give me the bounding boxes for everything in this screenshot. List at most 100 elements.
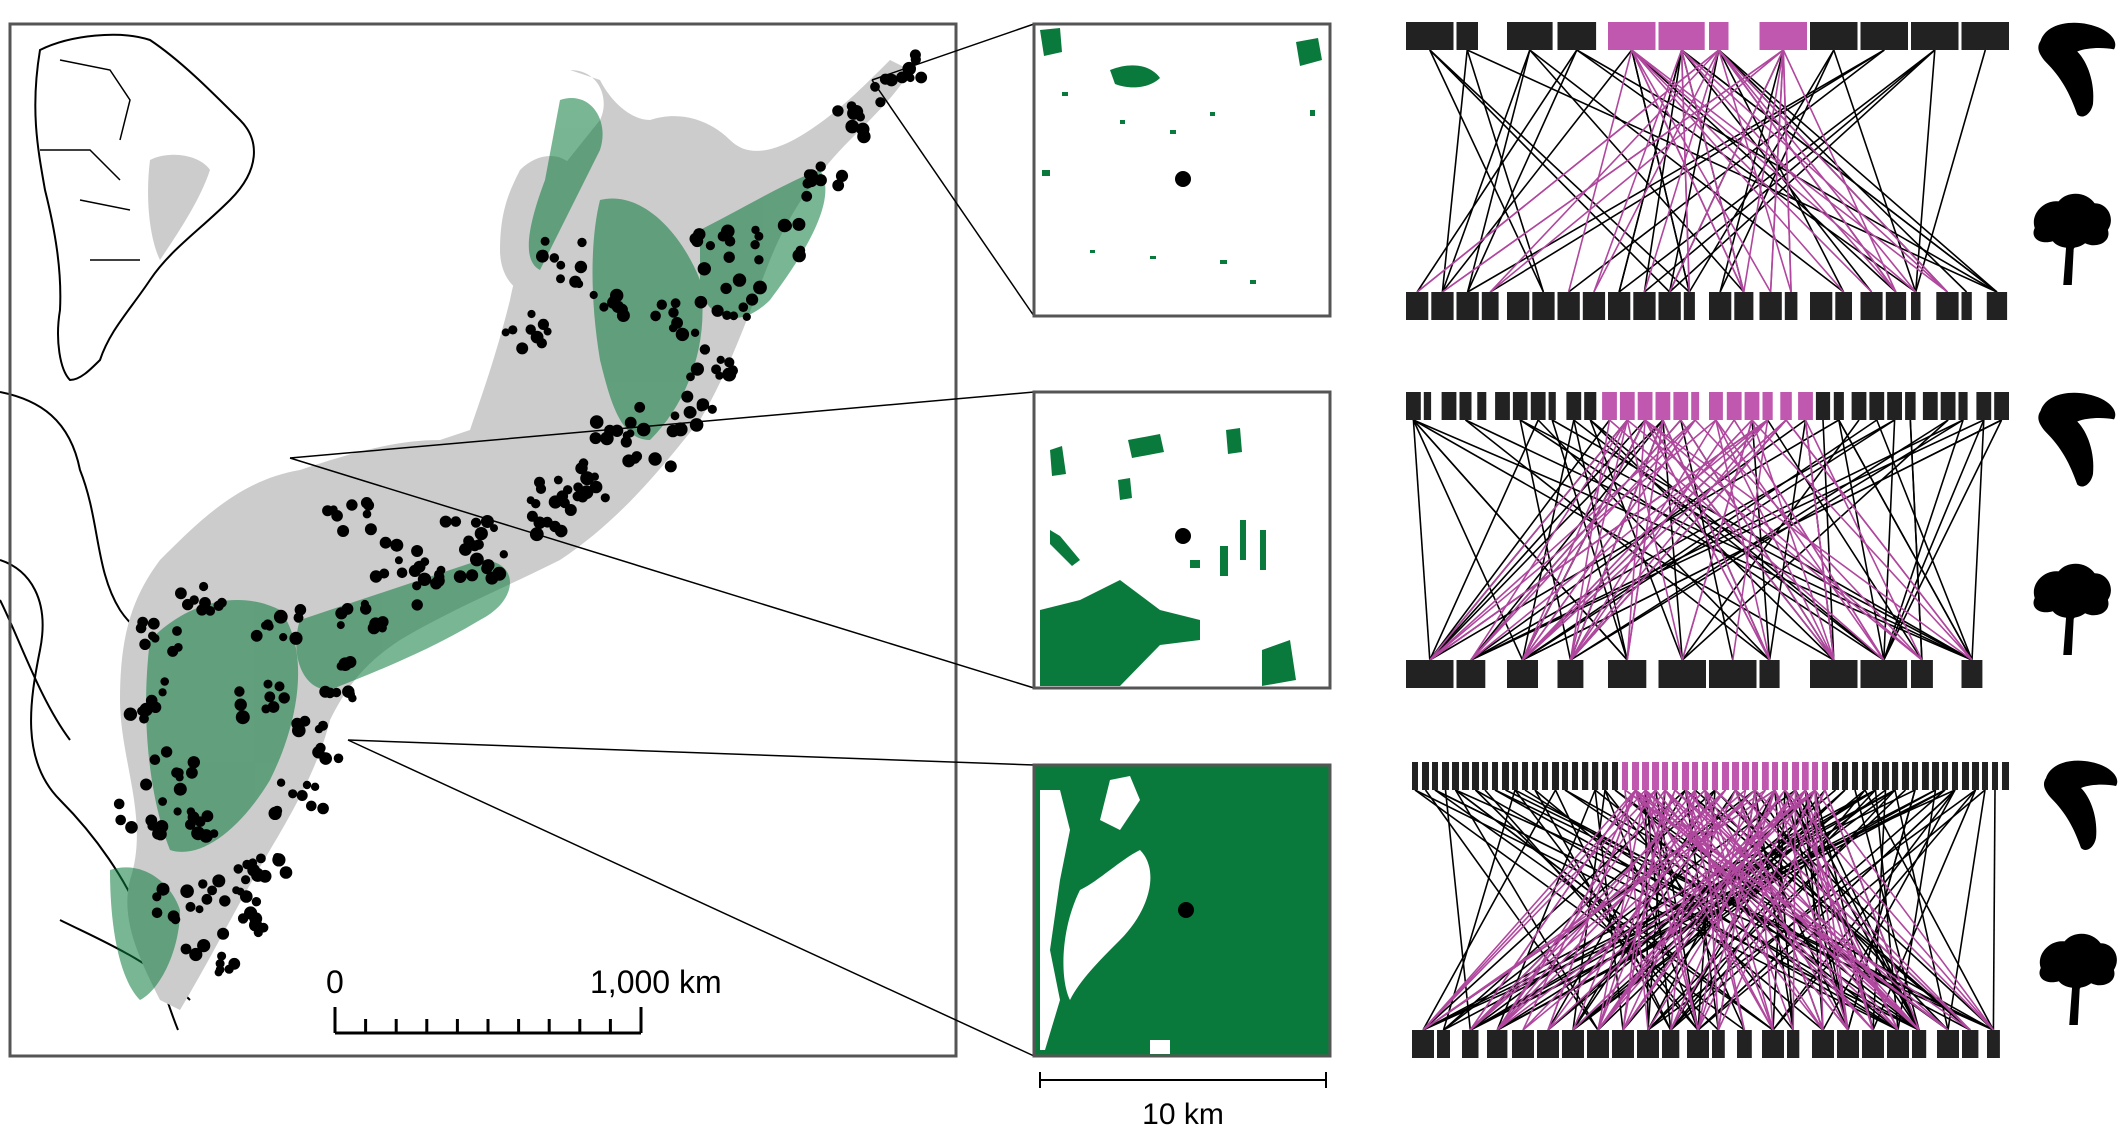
plant-node bbox=[1562, 1030, 1584, 1058]
occurrence-point bbox=[754, 255, 764, 265]
map-scale-end-label: 1,000 km bbox=[590, 964, 722, 1000]
network-link-highlight bbox=[1631, 49, 1948, 293]
occurrence-point bbox=[490, 524, 498, 533]
occurrence-point bbox=[180, 884, 194, 898]
network-link-highlight bbox=[1429, 419, 1769, 661]
animal-node bbox=[2002, 762, 2009, 790]
occurrence-point bbox=[699, 344, 711, 355]
animal-node-highlight bbox=[1691, 392, 1700, 420]
occurrence-point bbox=[369, 570, 383, 583]
occurrence-point bbox=[363, 499, 375, 511]
occurrence-point bbox=[600, 493, 610, 503]
occurrence-point bbox=[466, 569, 479, 582]
animal-node bbox=[1976, 392, 1992, 420]
occurrence-point bbox=[147, 617, 160, 630]
plant-node bbox=[1885, 292, 1907, 320]
animal-node bbox=[1512, 762, 1518, 790]
network-link-highlight bbox=[1715, 419, 1835, 661]
landscape-inset-1 bbox=[1032, 22, 1332, 318]
network-link-highlight bbox=[1717, 789, 1826, 1031]
occurrence-point bbox=[212, 874, 226, 888]
network-link bbox=[1422, 789, 1557, 1031]
network-link-highlight bbox=[1662, 419, 1771, 661]
network-link-highlight bbox=[1644, 789, 1699, 1031]
network-link bbox=[1876, 419, 1973, 661]
network-link bbox=[1455, 789, 1774, 1031]
occurrence-point bbox=[481, 562, 493, 575]
plant-node bbox=[1961, 660, 1983, 688]
occurrence-point bbox=[189, 947, 203, 962]
network-link-highlight bbox=[1684, 789, 1746, 1031]
occurrence-point bbox=[279, 866, 293, 879]
plant-node bbox=[1507, 292, 1530, 320]
animal-node-highlight bbox=[1709, 22, 1729, 50]
animal-node bbox=[1958, 392, 1968, 420]
plant-node bbox=[1812, 1030, 1834, 1058]
animal-node bbox=[1592, 762, 1599, 790]
network-link bbox=[1466, 49, 1578, 293]
occurrence-point bbox=[291, 717, 304, 730]
occurrence-point bbox=[364, 523, 377, 536]
occurrence-point bbox=[548, 495, 562, 509]
plant-node bbox=[1481, 292, 1499, 320]
occurrence-point bbox=[435, 572, 445, 582]
occurrence-point bbox=[668, 307, 679, 318]
network-link-highlight bbox=[1608, 419, 1885, 661]
occurrence-point bbox=[856, 122, 870, 136]
network-link-highlight bbox=[1684, 789, 1920, 1031]
network-link bbox=[1519, 419, 1885, 661]
network-link bbox=[1441, 49, 1468, 293]
animal-node bbox=[1495, 392, 1510, 420]
network-link-highlight bbox=[1717, 789, 1756, 1031]
network-link bbox=[1992, 789, 1996, 1031]
occurrence-point bbox=[172, 626, 182, 636]
occurrence-point bbox=[360, 603, 372, 615]
occurrence-point bbox=[814, 174, 827, 187]
network-link-highlight bbox=[1441, 49, 1784, 293]
plant-node bbox=[1512, 1030, 1534, 1058]
animal-node bbox=[1530, 392, 1546, 420]
animal-node-highlight bbox=[1762, 392, 1773, 420]
occurrence-point bbox=[815, 161, 826, 172]
occurrence-point bbox=[711, 304, 724, 317]
occurrence-point bbox=[690, 328, 700, 337]
animal-node-highlight bbox=[1798, 392, 1813, 420]
occurrence-point bbox=[589, 290, 598, 300]
occurrence-point bbox=[396, 567, 408, 579]
map-scale-bar: 0 1,000 km bbox=[326, 964, 722, 1035]
occurrence-point bbox=[182, 598, 194, 611]
occurrence-point bbox=[154, 828, 167, 841]
occurrence-point bbox=[276, 778, 286, 787]
occurrence-point bbox=[855, 112, 866, 122]
occurrence-point bbox=[670, 411, 680, 421]
occurrence-point bbox=[499, 550, 508, 559]
plant-node bbox=[1557, 660, 1584, 688]
occurrence-point bbox=[310, 782, 320, 791]
animal-node bbox=[1961, 22, 2009, 50]
animal-node-highlight bbox=[1632, 762, 1639, 790]
occurrence-point bbox=[616, 303, 628, 316]
occurrence-point bbox=[875, 97, 886, 108]
occurrence-point bbox=[379, 536, 392, 549]
occurrence-point bbox=[201, 810, 214, 823]
animal-node-highlight bbox=[1782, 762, 1788, 790]
network-link-highlight bbox=[1626, 419, 1646, 661]
toucan-icon bbox=[2038, 22, 2116, 117]
network-links bbox=[1416, 49, 1998, 293]
occurrence-point bbox=[294, 604, 307, 616]
plant-node bbox=[1911, 660, 1933, 688]
animal-node bbox=[1552, 762, 1559, 790]
occurrence-point bbox=[158, 688, 167, 697]
occurrence-point bbox=[264, 691, 276, 703]
occurrence-point bbox=[234, 698, 247, 711]
occurrence-point bbox=[152, 892, 162, 902]
occurrence-point bbox=[885, 73, 898, 87]
animal-node bbox=[1612, 762, 1618, 790]
occurrence-point bbox=[590, 472, 599, 481]
network-link-highlight bbox=[1429, 419, 1717, 661]
network-link-highlight bbox=[1521, 419, 1696, 661]
plant-node bbox=[1406, 292, 1429, 320]
network-link-highlight bbox=[1804, 419, 1835, 661]
animal-node bbox=[1492, 762, 1498, 790]
occurrence-point bbox=[140, 778, 153, 791]
